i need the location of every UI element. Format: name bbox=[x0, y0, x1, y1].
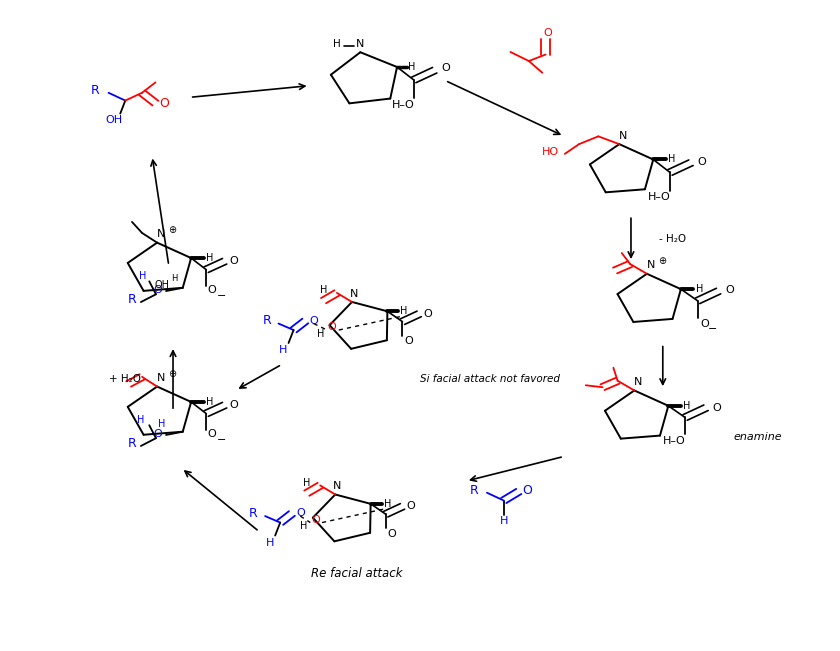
Text: H: H bbox=[158, 419, 165, 429]
Text: N: N bbox=[647, 260, 655, 270]
Text: −: − bbox=[217, 290, 226, 301]
Text: O: O bbox=[387, 529, 396, 538]
Text: H: H bbox=[300, 521, 307, 531]
Text: R: R bbox=[129, 437, 137, 450]
Text: O: O bbox=[697, 157, 706, 167]
Text: N: N bbox=[619, 132, 627, 141]
Text: enamine: enamine bbox=[733, 432, 782, 442]
Text: O: O bbox=[712, 403, 722, 413]
Text: H: H bbox=[206, 397, 213, 407]
Text: ⊕: ⊕ bbox=[168, 368, 176, 379]
Text: O: O bbox=[441, 63, 450, 74]
Text: - H₂O: - H₂O bbox=[659, 234, 685, 243]
Text: N: N bbox=[356, 40, 365, 49]
Text: O: O bbox=[296, 508, 305, 518]
Text: H: H bbox=[317, 329, 324, 339]
Text: ⊕: ⊕ bbox=[658, 256, 666, 266]
Text: H: H bbox=[320, 285, 328, 296]
Text: OH: OH bbox=[105, 115, 122, 125]
Text: H: H bbox=[171, 273, 177, 283]
Text: O: O bbox=[229, 256, 239, 266]
Text: N: N bbox=[634, 377, 643, 387]
Text: H: H bbox=[303, 478, 311, 488]
Text: O: O bbox=[700, 319, 709, 329]
Text: O: O bbox=[543, 27, 552, 38]
Text: O: O bbox=[309, 316, 318, 326]
Text: O: O bbox=[159, 96, 169, 109]
Text: R: R bbox=[262, 314, 271, 327]
Text: N: N bbox=[157, 229, 165, 239]
Text: R: R bbox=[91, 84, 99, 97]
Text: O: O bbox=[207, 285, 217, 296]
Text: H: H bbox=[139, 271, 146, 281]
Text: H: H bbox=[333, 40, 341, 49]
Text: N: N bbox=[157, 373, 165, 383]
Text: −: − bbox=[217, 434, 226, 445]
Text: O: O bbox=[725, 285, 734, 296]
Text: H–O: H–O bbox=[391, 100, 414, 109]
Text: H: H bbox=[401, 307, 408, 316]
Text: N: N bbox=[333, 481, 341, 491]
Text: O: O bbox=[153, 284, 162, 295]
Text: H–O: H–O bbox=[663, 436, 685, 446]
Text: O: O bbox=[153, 428, 162, 439]
Text: O: O bbox=[311, 515, 320, 525]
Text: O: O bbox=[404, 336, 412, 346]
Text: O: O bbox=[407, 501, 415, 512]
Text: OH: OH bbox=[155, 279, 170, 290]
Text: R: R bbox=[470, 484, 479, 497]
Text: H–O: H–O bbox=[648, 192, 670, 202]
Text: H: H bbox=[266, 538, 275, 547]
Text: ⊕: ⊕ bbox=[168, 225, 176, 235]
Text: + H₂O: + H₂O bbox=[109, 374, 141, 383]
Text: H: H bbox=[683, 401, 690, 411]
Text: O: O bbox=[229, 400, 239, 409]
Text: H: H bbox=[500, 516, 508, 526]
Text: R: R bbox=[249, 507, 258, 520]
Text: H: H bbox=[696, 284, 703, 294]
Text: O: O bbox=[423, 309, 432, 319]
Text: Si facial attack not favored: Si facial attack not favored bbox=[420, 374, 560, 384]
Text: H: H bbox=[668, 154, 675, 165]
Text: R: R bbox=[129, 293, 137, 306]
Text: H: H bbox=[280, 345, 288, 355]
Text: N: N bbox=[349, 288, 358, 299]
Text: −: − bbox=[708, 324, 717, 335]
Text: H: H bbox=[137, 415, 144, 425]
Text: O: O bbox=[328, 322, 337, 333]
Text: H: H bbox=[206, 253, 213, 263]
Text: HO: HO bbox=[542, 147, 559, 157]
Text: O: O bbox=[522, 484, 532, 497]
Text: O: O bbox=[207, 430, 217, 439]
Text: Re facial attack: Re facial attack bbox=[312, 566, 403, 579]
Text: H: H bbox=[384, 499, 391, 509]
Text: H: H bbox=[408, 62, 416, 72]
